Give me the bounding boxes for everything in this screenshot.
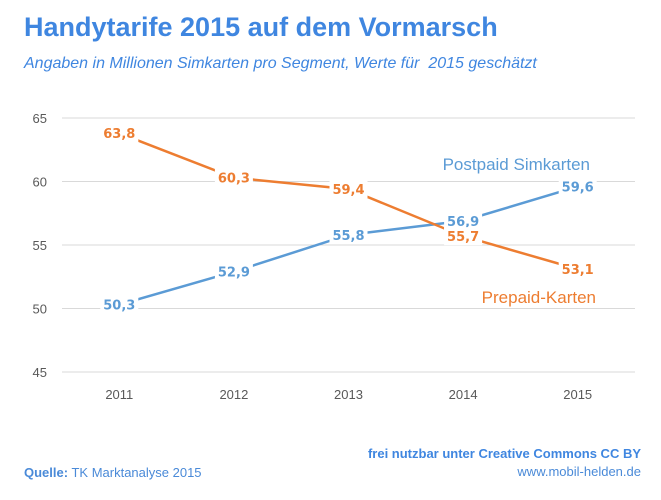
y-tick-label: 65 — [33, 111, 47, 126]
website-url: www.mobil-helden.de — [517, 464, 641, 479]
source-note: Quelle: TK Marktanalyse 2015 — [24, 465, 202, 480]
chart-subtitle: Angaben in Millionen Simkarten pro Segme… — [24, 55, 537, 72]
data-label: 55,8 — [332, 229, 364, 244]
data-label-background — [329, 225, 368, 244]
data-label-background — [444, 211, 483, 230]
y-tick-label: 55 — [33, 238, 47, 253]
data-label-background — [329, 180, 368, 199]
data-label: 53,1 — [562, 263, 594, 278]
source-text: TK Marktanalyse 2015 — [71, 465, 202, 480]
series-label-postpaid: Postpaid Simkarten — [443, 155, 590, 174]
data-label: 60,3 — [218, 172, 250, 187]
source-label: Quelle: — [24, 465, 69, 480]
series-line-prepaid — [118, 132, 579, 271]
data-label-background — [558, 260, 597, 279]
data-label: 59,6 — [562, 181, 594, 196]
chart-title: Handytarife 2015 auf dem Vormarsch — [24, 12, 498, 42]
data-label-background — [100, 295, 139, 314]
x-tick-label: 2012 — [219, 387, 248, 402]
data-label: 56,9 — [447, 215, 479, 230]
x-tick-label: 2015 — [563, 387, 592, 402]
data-label: 59,4 — [332, 183, 364, 198]
license-note: frei nutzbar unter Creative Commons CC B… — [367, 446, 641, 461]
data-label-background — [214, 262, 253, 281]
data-label-background — [214, 168, 253, 187]
x-tick-label: 2013 — [334, 387, 363, 402]
series-label-prepaid: Prepaid-Karten — [482, 288, 596, 307]
x-tick-label: 2011 — [105, 387, 133, 402]
data-label: 55,7 — [447, 230, 479, 245]
data-label-background — [444, 227, 483, 246]
data-label-background — [558, 177, 597, 196]
y-tick-label: 60 — [33, 175, 47, 190]
y-tick-label: 50 — [33, 302, 47, 317]
data-label: 50,3 — [103, 299, 135, 314]
series-line-postpaid — [118, 185, 579, 306]
data-label-background — [100, 124, 139, 143]
x-tick-label: 2014 — [449, 387, 478, 402]
data-label: 63,8 — [103, 127, 135, 142]
y-tick-label: 45 — [33, 365, 47, 380]
data-label: 52,9 — [218, 266, 250, 281]
